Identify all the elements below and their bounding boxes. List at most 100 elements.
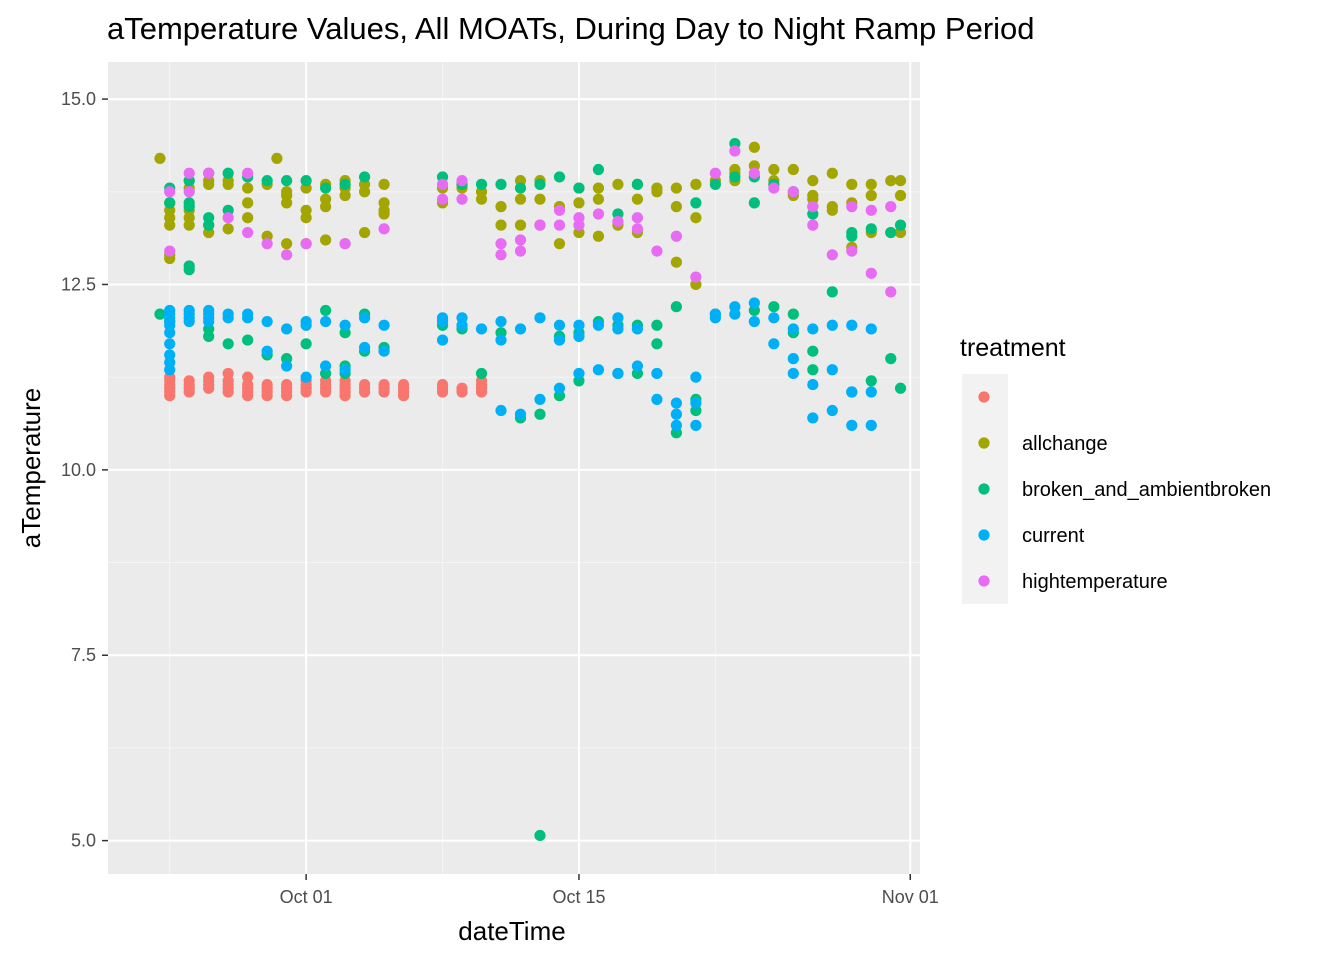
data-point: [592, 182, 605, 194]
data-point: [261, 378, 273, 391]
data-point: [865, 178, 877, 190]
data-point: [456, 193, 468, 205]
data-point: [787, 353, 799, 365]
y-axis-title: aTemperature: [16, 388, 46, 548]
data-point: [300, 338, 312, 350]
data-point: [787, 186, 799, 198]
data-point: [358, 226, 371, 239]
data-point: [203, 212, 215, 224]
data-point: [320, 360, 332, 372]
data-point: [320, 304, 332, 317]
legend-label: allchange: [1022, 433, 1108, 455]
data-point: [183, 260, 195, 272]
data-point: [690, 419, 702, 431]
data-point: [768, 182, 780, 194]
data-point: [534, 193, 546, 205]
x-tick-label: Nov 01: [882, 887, 939, 907]
series-current: [164, 297, 877, 431]
data-point: [826, 201, 838, 213]
data-point: [378, 223, 390, 235]
data-point: [748, 141, 760, 153]
data-point: [183, 304, 195, 317]
data-point: [514, 234, 527, 246]
data-point: [436, 334, 449, 346]
data-point: [612, 178, 624, 190]
data-point: [358, 378, 371, 391]
data-point: [709, 178, 721, 190]
data-point: [807, 378, 819, 391]
data-point: [242, 308, 254, 320]
data-point: [865, 386, 877, 398]
data-point: [826, 167, 838, 179]
data-points: [154, 137, 907, 842]
data-point: [651, 393, 663, 406]
data-point: [495, 178, 507, 190]
data-point: [748, 197, 760, 209]
data-point: [514, 219, 527, 231]
y-tick-label: 7.5: [71, 645, 96, 665]
legend-label: current: [1022, 525, 1085, 547]
data-point: [242, 167, 254, 179]
data-point: [339, 364, 351, 376]
data-point: [690, 271, 702, 283]
data-point: [865, 323, 877, 335]
data-point: [651, 367, 663, 380]
x-axis-title: dateTime: [458, 916, 565, 946]
data-point: [651, 182, 663, 194]
data-point: [534, 829, 546, 842]
data-point: [807, 175, 819, 187]
data-point: [358, 312, 371, 324]
data-point: [154, 308, 166, 320]
data-point: [164, 186, 176, 198]
data-point: [183, 186, 195, 198]
data-point: [495, 238, 507, 250]
data-point: [592, 230, 605, 242]
data-point: [222, 308, 234, 320]
data-point: [768, 301, 780, 313]
data-point: [281, 360, 293, 372]
data-point: [807, 189, 819, 202]
data-point: [826, 286, 838, 298]
data-point: [670, 301, 683, 313]
data-point: [475, 367, 488, 380]
data-point: [573, 367, 585, 380]
data-point: [865, 204, 877, 216]
data-point: [690, 178, 702, 190]
data-point: [475, 178, 488, 190]
data-point: [300, 238, 312, 250]
data-point: [748, 167, 760, 179]
data-point: [300, 204, 312, 216]
data-point: [514, 323, 527, 335]
data-point: [670, 419, 683, 431]
data-point: [768, 163, 780, 176]
data-point: [573, 319, 585, 331]
y-tick-label: 10.0: [61, 460, 96, 480]
data-point: [553, 238, 566, 250]
data-point: [807, 364, 819, 376]
data-point: [378, 345, 390, 357]
data-point: [534, 408, 546, 420]
data-point: [826, 404, 838, 417]
data-point: [222, 223, 234, 235]
data-point: [631, 193, 644, 205]
data-point: [261, 315, 273, 328]
data-point: [807, 412, 819, 424]
legend-label: hightemperature: [1022, 571, 1168, 593]
data-point: [670, 397, 683, 409]
data-point: [651, 245, 663, 257]
data-point: [894, 189, 907, 202]
data-point: [894, 382, 907, 394]
data-point: [495, 249, 507, 261]
data-point: [768, 338, 780, 350]
data-point: [573, 197, 585, 209]
data-point: [271, 152, 283, 165]
data-point: [670, 201, 683, 213]
legend-key: [978, 575, 990, 587]
data-point: [573, 212, 585, 224]
data-point: [631, 360, 644, 372]
data-point: [885, 201, 897, 213]
data-point: [222, 212, 234, 224]
data-point: [690, 212, 702, 224]
data-point: [164, 338, 176, 350]
data-point: [281, 238, 293, 250]
